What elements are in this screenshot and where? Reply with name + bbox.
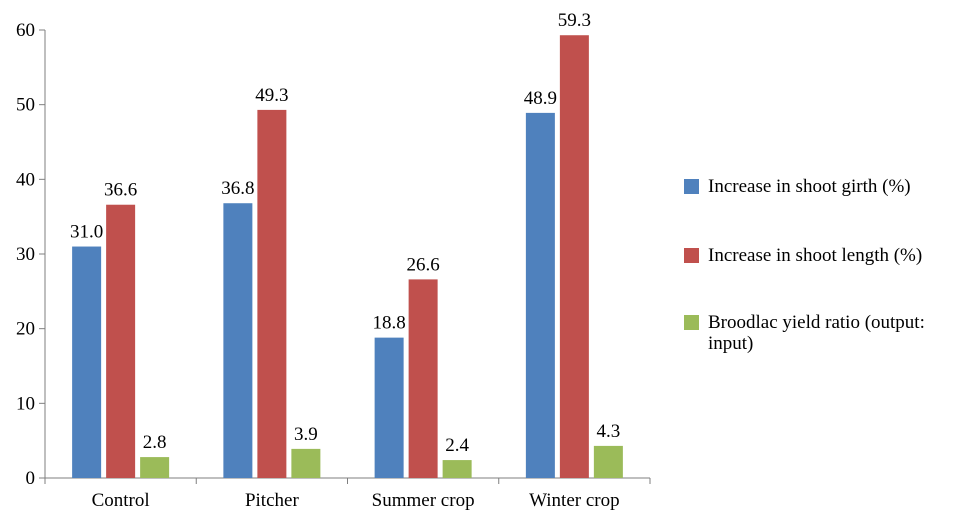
bar-pitcher-series-2	[257, 109, 287, 478]
y-tick-label: 0	[26, 468, 36, 489]
x-tick-label-winter-crop: Winter crop	[529, 490, 620, 511]
bar-control-series-1	[72, 246, 102, 478]
data-label-summer-crop-series-3: 2.4	[445, 435, 469, 456]
data-label-pitcher-series-3: 3.9	[294, 424, 318, 445]
y-tick-label: 30	[16, 244, 35, 265]
bar-summer-crop-series-1	[374, 337, 404, 478]
y-tick-label: 40	[16, 169, 35, 190]
legend-swatch-shoot-length	[684, 248, 699, 263]
legend-label-shoot-length: Increase in shoot length (%)	[708, 245, 923, 266]
bar-pitcher-series-1	[223, 203, 253, 478]
data-labels: 31.0 36.8 18.8 48.9 36.6 49.3 26.6 59.3 2.8 3.9 2.…	[70, 10, 620, 456]
bar-summer-crop-series-2	[408, 279, 438, 478]
y-tick-label: 20	[16, 319, 35, 340]
y-tick-label: 60	[16, 20, 35, 41]
x-tick-label-control: Control	[92, 490, 150, 511]
data-label-winter-crop-series-1: 48.9	[524, 88, 557, 109]
data-label-control-series-3: 2.8	[143, 432, 167, 453]
data-label-pitcher-series-2: 49.3	[255, 85, 288, 106]
x-tick-label-pitcher: Pitcher	[245, 490, 299, 511]
data-label-winter-crop-series-3: 4.3	[597, 421, 621, 442]
y-tick-label: 10	[16, 393, 35, 414]
legend-swatch-broodlac-yield	[684, 315, 699, 330]
data-label-control-series-1: 31.0	[70, 222, 103, 243]
legend-label-shoot-girth: Increase in shoot girth (%)	[708, 176, 911, 197]
x-axis-ticks: Control Pitcher Summer crop Winter crop	[44, 478, 651, 511]
bar-pitcher-series-3	[291, 448, 321, 478]
legend-item-broodlac-yield: Broodlac yield ratio (output: input)	[684, 312, 969, 354]
bar-control-series-2	[106, 204, 136, 478]
y-axis-ticks: 0 10 20 30 40 50 60	[16, 20, 45, 489]
bar-winter-crop-series-3	[593, 445, 623, 478]
bar-summer-crop-series-3	[442, 460, 472, 478]
data-label-winter-crop-series-2: 59.3	[558, 10, 591, 31]
data-label-control-series-2: 36.6	[104, 180, 137, 201]
legend-swatch-shoot-girth	[684, 179, 699, 194]
bar-winter-crop-series-1	[525, 112, 555, 478]
legend-label-broodlac-yield: Broodlac yield ratio (output: input)	[708, 312, 925, 354]
data-label-summer-crop-series-2: 26.6	[407, 254, 440, 275]
x-tick-label-summer-crop: Summer crop	[372, 490, 475, 511]
legend-item-shoot-girth: Increase in shoot girth (%)	[684, 176, 969, 197]
bar-winter-crop-series-2	[559, 35, 589, 479]
bars	[72, 35, 623, 479]
data-label-summer-crop-series-1: 18.8	[373, 313, 406, 334]
data-label-pitcher-series-1: 36.8	[221, 178, 254, 199]
y-tick-label: 50	[16, 95, 35, 116]
legend-item-shoot-length: Increase in shoot length (%)	[684, 245, 969, 266]
bar-control-series-3	[140, 457, 170, 478]
